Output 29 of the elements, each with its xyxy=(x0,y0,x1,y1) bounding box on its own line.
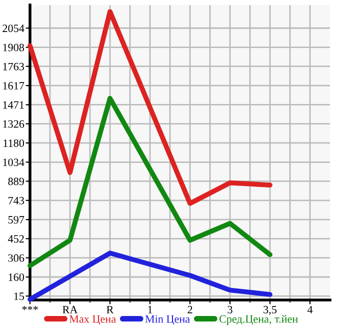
y-tick-label: 1326 xyxy=(3,120,24,128)
x-tick-label: 2 xyxy=(188,306,192,314)
y-tick-label: 452 xyxy=(8,235,24,243)
line-series xyxy=(28,9,272,206)
y-tick-label: 15 xyxy=(14,292,24,300)
y-tick-label: 160 xyxy=(8,273,24,281)
y-tick-label: 1471 xyxy=(3,101,24,109)
x-tick-label: 1 xyxy=(148,306,152,314)
y-tick-label: 889 xyxy=(8,178,24,186)
line-series xyxy=(28,250,272,302)
y-tick-label: 1617 xyxy=(3,82,24,90)
legend-label: Max Цена xyxy=(69,315,116,325)
y-tick-label: 1034 xyxy=(3,158,24,166)
x-tick-label: 3 xyxy=(228,306,232,314)
x-tick-label: 3,5 xyxy=(264,306,277,315)
x-tick-label: 4 xyxy=(307,306,313,314)
legend-label: Min Цена xyxy=(145,315,190,325)
y-tick-label: 1180 xyxy=(4,139,24,147)
x-tick-label: R xyxy=(106,306,114,314)
y-tick-label: 2054 xyxy=(2,24,24,32)
y-tick-label: 1763 xyxy=(3,62,24,70)
legend-label: Сред.Цена, т.йен xyxy=(219,315,298,325)
y-tick-label: 306 xyxy=(8,254,24,262)
y-tick-label: 743 xyxy=(8,196,24,204)
line-series xyxy=(28,96,272,268)
x-tick-label: *** xyxy=(22,306,38,310)
y-tick-label: 1908 xyxy=(3,44,24,52)
x-tick-label: RA xyxy=(62,306,78,314)
y-tick-label: 597 xyxy=(8,216,24,224)
